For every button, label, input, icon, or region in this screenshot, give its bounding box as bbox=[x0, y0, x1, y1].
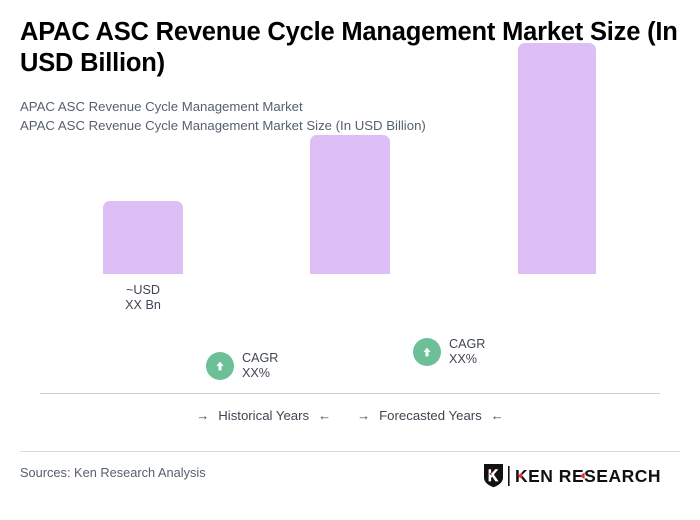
subtitle-line-1: APAC ASC Revenue Cycle Management Market bbox=[20, 99, 303, 114]
cagr-label-2: CAGR XX% bbox=[449, 337, 486, 366]
cagr-badge-2: CAGR XX% bbox=[413, 337, 485, 366]
sources-text: Sources: Ken Research Analysis bbox=[20, 465, 206, 480]
period-forecasted-years: → Forecasted Years ← bbox=[357, 408, 504, 423]
chart-plot-area: ~USD XX Bn CAGR XX% ~USD 4.8 Bn CAGR XX% bbox=[40, 43, 660, 394]
chart-subtitle: APAC ASC Revenue Cycle Management Market… bbox=[20, 97, 640, 135]
brand-wordmark: KEN RESEARCH bbox=[508, 465, 661, 492]
bar-1[interactable] bbox=[103, 201, 183, 274]
svg-text:KEN RESEARCH: KEN RESEARCH bbox=[515, 466, 660, 486]
bar-value-label-1: ~USD XX Bn bbox=[125, 283, 161, 312]
arrow-right-icon: → bbox=[196, 408, 210, 423]
ken-research-logo: KEN RESEARCH bbox=[483, 463, 661, 493]
period-historical-years: → Historical Years ← bbox=[196, 408, 331, 423]
footer-divider bbox=[20, 451, 680, 452]
cagr-badge-1: CAGR XX% bbox=[206, 351, 278, 380]
bar-2[interactable] bbox=[310, 135, 390, 274]
page-title: APAC ASC Revenue Cycle Management Market… bbox=[20, 18, 678, 77]
up-arrow-icon bbox=[206, 351, 234, 380]
arrow-left-icon: ← bbox=[490, 408, 504, 423]
axis-baseline bbox=[40, 393, 660, 394]
up-arrow-icon bbox=[413, 337, 441, 366]
subtitle-line-2: APAC ASC Revenue Cycle Management Market… bbox=[20, 118, 426, 133]
bar-3[interactable] bbox=[518, 43, 596, 274]
period-label-forecasted: Forecasted Years bbox=[379, 408, 482, 423]
arrow-right-icon: → bbox=[357, 408, 371, 423]
period-label-historical: Historical Years bbox=[218, 408, 310, 423]
cagr-label-1: CAGR XX% bbox=[242, 351, 279, 380]
shield-k-icon bbox=[483, 463, 504, 493]
period-labels: → Historical Years ← → Forecasted Years … bbox=[0, 408, 700, 423]
arrow-left-icon: ← bbox=[318, 408, 332, 423]
